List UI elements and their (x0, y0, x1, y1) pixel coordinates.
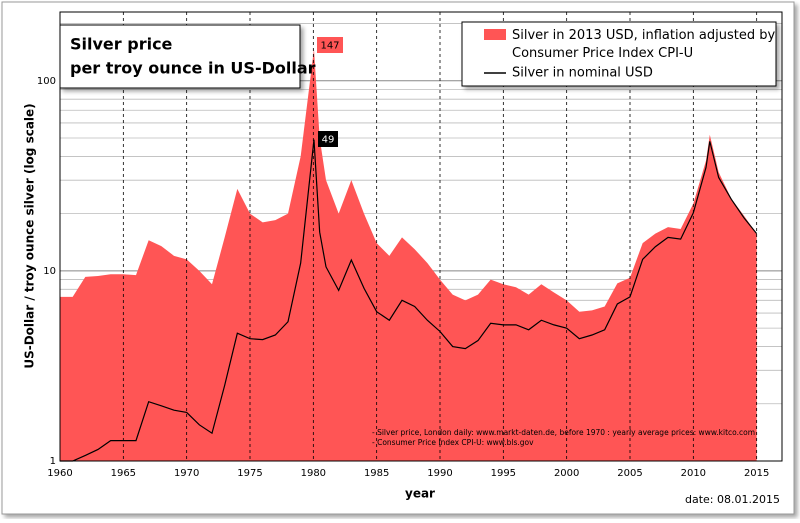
source-note: - Silver price, London daily: www.markt-… (372, 428, 755, 437)
x-tick-label: 1985 (364, 468, 389, 479)
y-axis-label: US-Dollar / troy ounce silver (log scale… (23, 103, 37, 368)
annotation-box (318, 131, 338, 147)
legend-label: Silver in nominal USD (512, 66, 653, 81)
annotation-box (317, 37, 343, 53)
annotation: 147 (320, 41, 339, 52)
chart-title: per troy ounce in US-Dollar (70, 59, 316, 78)
x-tick-label: 2005 (617, 468, 642, 479)
chart-title: Silver price (70, 35, 173, 54)
y-tick-label: 10 (43, 266, 56, 277)
x-tick-label: 2015 (744, 468, 769, 479)
source-note: - Consumer Price Index CPI-U: www.bls.go… (372, 438, 534, 447)
x-tick-label: 1980 (301, 468, 326, 479)
area (60, 48, 757, 462)
x-tick-label: 1960 (47, 468, 72, 479)
annotation: 49 (322, 135, 335, 146)
x-axis-label: year (405, 487, 435, 501)
x-tick-label: 1975 (237, 468, 262, 479)
legend (461, 21, 777, 87)
x-tick-label: 1965 (111, 468, 136, 479)
legend-swatch (484, 29, 506, 40)
x-tick-label: 2000 (554, 468, 579, 479)
y-tick-label: 100 (37, 76, 56, 87)
line (60, 139, 758, 462)
legend-label: Silver in 2013 USD, inflation adjusted b… (512, 28, 775, 61)
date: date: 08.01.2015 (685, 493, 780, 506)
y-tick-label: 1 (50, 456, 56, 467)
x-tick-label: 1995 (491, 468, 516, 479)
x-tick-label: 1970 (174, 468, 199, 479)
title-box (59, 24, 301, 89)
x-tick-label: 1990 (427, 468, 452, 479)
plot-frame (59, 11, 783, 462)
x-tick-label: 2010 (681, 468, 706, 479)
